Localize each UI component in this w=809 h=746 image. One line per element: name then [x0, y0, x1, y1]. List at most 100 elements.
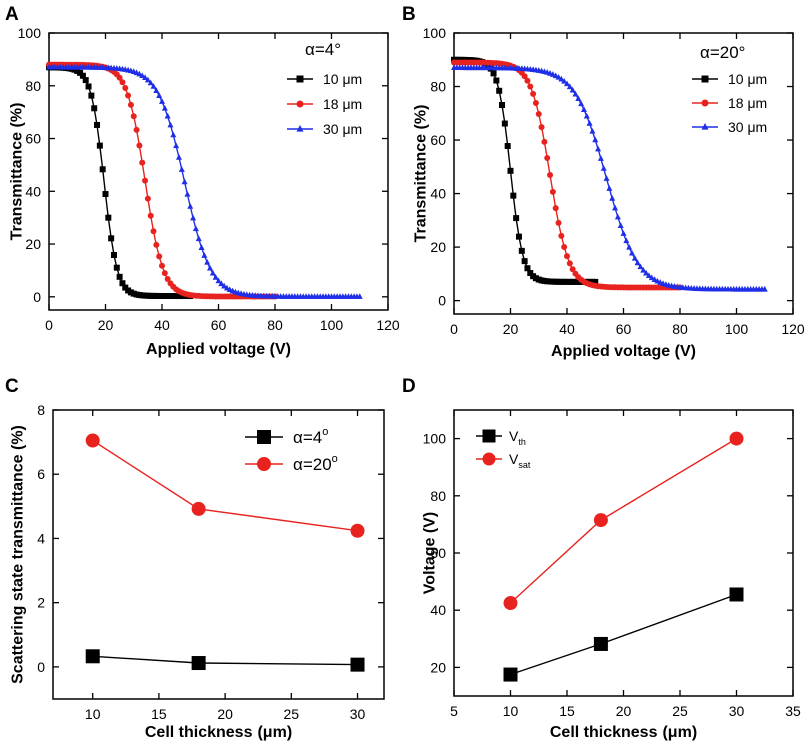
x-tick-label: 25 [284, 706, 300, 722]
data-point [207, 264, 214, 271]
data-point [108, 235, 115, 242]
data-point [518, 247, 525, 254]
data-point [119, 79, 126, 86]
legend-marker [257, 430, 271, 444]
x-tick-label: 0 [450, 321, 458, 337]
series-0 [46, 64, 194, 300]
data-point [564, 253, 570, 260]
data-point [549, 188, 556, 195]
plot-frame [453, 409, 794, 697]
data-point [634, 259, 641, 266]
series-0 [503, 587, 744, 682]
chart-panel-a: A 0 20 40 60 80 100 120 0 20 40 60 80 100 Applied volt… [5, 4, 400, 358]
legend-label: Vth [509, 428, 526, 447]
data-point [569, 86, 576, 93]
x-tick-label: 15 [559, 703, 575, 719]
data-point [350, 523, 365, 538]
x-tick-label: 100 [725, 321, 749, 337]
data-point [198, 244, 205, 250]
x-tick-label: 80 [267, 317, 283, 333]
data-point [499, 101, 506, 108]
data-point [532, 99, 539, 106]
x-tick-label: 20 [616, 703, 632, 719]
y-tick-label: 20 [430, 659, 446, 675]
x-tick-label: 10 [503, 703, 519, 719]
data-point [190, 214, 197, 221]
data-point [144, 76, 151, 83]
data-point [623, 237, 630, 244]
x-tick-label: 15 [151, 706, 167, 722]
data-point [204, 258, 211, 265]
x-axis-title: Cell thickness (μm) [145, 724, 292, 741]
data-point [153, 241, 160, 248]
data-point [221, 282, 228, 289]
legend-label-sub: th [518, 437, 526, 447]
data-point [592, 136, 599, 143]
data-point [617, 222, 624, 228]
data-point [91, 105, 98, 112]
legend-label: 10 μm [323, 71, 362, 87]
x-axis-title-text: Applied voltage (V) [551, 343, 696, 360]
data-point [566, 83, 573, 90]
y-tick-label: 0 [37, 659, 45, 675]
data-point [187, 203, 194, 209]
x-tick-label: 100 [320, 317, 344, 333]
x-tick-label: 20 [217, 706, 233, 722]
chart-panel-c: C 10 15 20 25 30 0 2 4 6 8 Cell thickness (μm) Scatte… [5, 376, 385, 741]
x-tick-label: 40 [154, 317, 170, 333]
legend-label-sub: sat [518, 460, 531, 470]
data-point [513, 215, 520, 222]
series-line [92, 655, 358, 666]
data-point [569, 266, 576, 273]
x-tick-label: 25 [672, 703, 688, 719]
data-point [558, 232, 565, 239]
data-point [558, 75, 565, 82]
legend-marker [482, 452, 496, 466]
data-point [493, 77, 500, 84]
data-point [597, 155, 604, 161]
y-axis-title: Transmittance (%) [413, 105, 430, 243]
data-point [593, 513, 608, 528]
y-tick-label: 40 [430, 602, 446, 618]
y-tick-label: 6 [37, 466, 45, 482]
data-point [191, 501, 206, 516]
data-point [116, 74, 123, 81]
data-point [147, 212, 154, 219]
y-tick-label: 60 [430, 545, 446, 561]
data-point [88, 92, 95, 99]
series-line [510, 593, 737, 676]
data-point [142, 177, 149, 184]
chart-panel-d: D 5 10 15 20 25 30 35 20 40 60 80 100 Cell thickness(… [402, 376, 801, 741]
data-point [620, 230, 627, 236]
data-point [133, 126, 140, 133]
y-tick-label: 100 [423, 25, 447, 41]
data-point [212, 273, 219, 280]
data-point [94, 121, 101, 128]
y-axis-title: Voltage (V) [422, 512, 439, 594]
data-point [527, 83, 534, 90]
data-point [144, 195, 151, 202]
x-axis-title-text: Applied voltage (V) [146, 341, 291, 358]
data-point [153, 87, 160, 93]
series-line [48, 66, 191, 297]
series-line [510, 438, 737, 604]
data-point [561, 77, 568, 84]
data-point [82, 77, 89, 84]
data-point [184, 190, 191, 197]
data-point [181, 178, 188, 185]
y-tick-label: 80 [430, 488, 446, 504]
y-tick-label: 0 [33, 289, 41, 305]
data-point [578, 100, 585, 107]
data-point [119, 280, 126, 287]
data-point [125, 92, 132, 99]
legend-label-text: α=4 [293, 428, 322, 447]
data-point [544, 155, 551, 162]
legend-label-text: V [509, 451, 519, 467]
data-point [729, 431, 744, 446]
data-point [530, 90, 537, 97]
data-point [192, 225, 199, 232]
data-point [564, 80, 570, 87]
panel-letter: A [5, 4, 19, 25]
data-point [127, 101, 134, 108]
